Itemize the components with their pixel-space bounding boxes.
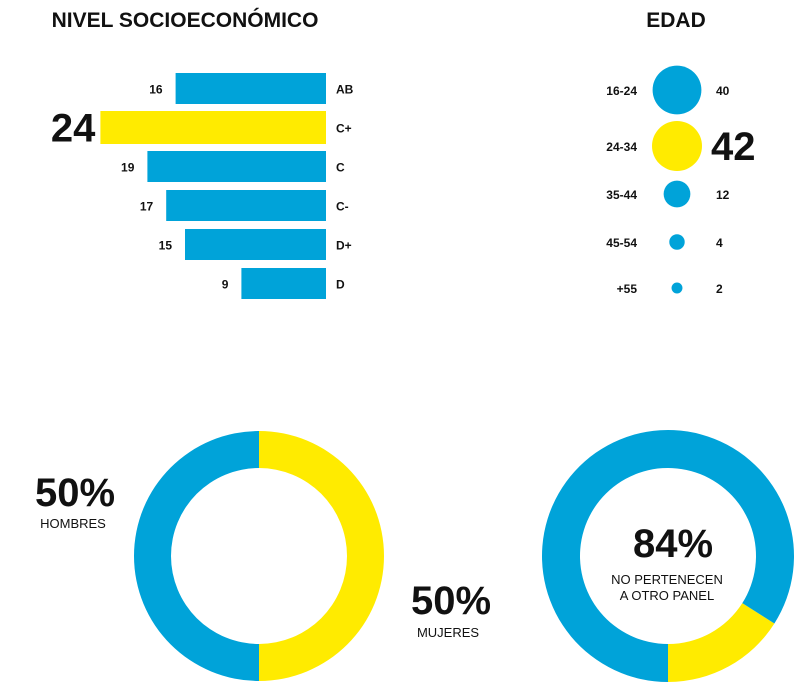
bubble-value-label: 12	[716, 188, 730, 202]
bar-category-label: AB	[336, 83, 354, 97]
nse-bar-chart: AB 16 C+ 24 C 19 C- 17 D+ 15 D 9	[51, 73, 354, 299]
bar-value-label: 17	[140, 200, 154, 214]
donut-slice-1	[541, 430, 794, 682]
donut-slice-0	[259, 431, 384, 681]
panel-label-line1: NO PERTENECEN	[611, 572, 723, 587]
bubble-45minus54	[669, 234, 685, 250]
men-percent-label: 50%	[35, 471, 115, 515]
bar-value-label: 15	[159, 239, 173, 253]
bar-category-label: C+	[336, 122, 352, 136]
bar-value-label: 19	[121, 161, 135, 175]
bubble-plus55	[671, 282, 683, 294]
bar-c	[147, 151, 326, 182]
age-chart-title: EDAD	[646, 9, 706, 32]
bubble-category-label: 16-24	[606, 84, 637, 98]
panel-percent-label: 84%	[633, 522, 713, 566]
bar-category-label: C-	[336, 200, 349, 214]
men-label: HOMBRES	[40, 516, 106, 531]
bubble-category-label: 45-54	[606, 236, 637, 250]
bubble-value-label: 2	[716, 282, 723, 296]
bar-dplus	[185, 229, 326, 260]
bar-d	[241, 268, 326, 299]
bar-cplus	[100, 111, 327, 144]
gender-donut-chart	[134, 431, 384, 681]
bar-value-label: 24	[51, 107, 96, 151]
donut-slice-0	[668, 603, 775, 682]
panel-label-line2: A OTRO PANEL	[620, 588, 714, 603]
bubble-value-label: 4	[716, 236, 723, 250]
bar-ab	[175, 73, 326, 104]
bubble-16minus24	[652, 65, 702, 115]
bar-value-label: 9	[222, 278, 229, 292]
bubble-value-label: 40	[716, 84, 730, 98]
bar-category-label: C	[336, 161, 345, 175]
bar-category-label: D+	[336, 239, 352, 253]
women-label: MUJERES	[417, 625, 479, 640]
donut-slice-1	[134, 431, 259, 681]
bar-category-label: D	[336, 278, 345, 292]
bar-value-label: 16	[149, 83, 163, 97]
bar-cminus	[166, 190, 326, 221]
age-bubble-chart: 16-24 40 24-34 42 35-44 12 45-54 4 +55 2	[606, 65, 756, 296]
bubble-category-label: +55	[617, 282, 638, 296]
women-percent-label: 50%	[411, 579, 491, 623]
bubble-24minus34	[652, 121, 702, 171]
bubble-value-label: 42	[711, 125, 756, 169]
bubble-category-label: 35-44	[606, 188, 637, 202]
panel-donut-chart	[541, 430, 794, 682]
bubble-category-label: 24-34	[606, 140, 637, 154]
bubble-35minus44	[663, 180, 691, 208]
nse-chart-title: NIVEL SOCIOECONÓMICO	[52, 8, 319, 32]
